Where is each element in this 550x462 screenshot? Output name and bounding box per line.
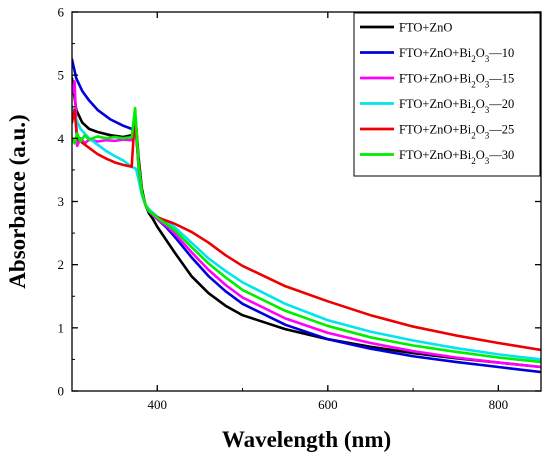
legend-label: FTO+ZnO+Bi2O3—10 — [399, 46, 514, 64]
legend-label: FTO+ZnO+Bi2O3—25 — [399, 123, 514, 141]
axes-layer: 400 600 800 0 1 2 3 4 5 6 — [58, 5, 541, 412]
y-tick-label: 0 — [58, 384, 65, 399]
legend-label: FTO+ZnO+Bi2O3—15 — [399, 72, 514, 90]
x-axis-title: Wavelength (nm) — [222, 427, 391, 452]
legend: FTO+ZnO FTO+ZnO+Bi2O3—10 FTO+ZnO+Bi2O3—15 F… — [353, 12, 541, 177]
series-layer — [72, 58, 541, 374]
legend-box — [353, 12, 541, 177]
x-tick-label: 400 — [148, 397, 168, 412]
x-tick-label: 800 — [489, 397, 509, 412]
y-tick-label: 3 — [58, 194, 65, 209]
y-tick-label: 5 — [58, 68, 65, 83]
y-tick-label: 4 — [58, 131, 65, 146]
y-tick-label: 1 — [58, 320, 65, 335]
legend-label: FTO+ZnO+Bi2O3—30 — [399, 148, 514, 166]
y-tick-label: 6 — [58, 5, 65, 20]
legend-label: FTO+ZnO+Bi2O3—20 — [399, 97, 514, 115]
x-tick-label: 600 — [318, 397, 338, 412]
y-tick-label: 2 — [58, 257, 65, 272]
series-line-6 — [72, 106, 541, 364]
legend-label: FTO+ZnO — [399, 21, 452, 35]
y-axis-title: Absorbance (a.u.) — [5, 114, 30, 288]
